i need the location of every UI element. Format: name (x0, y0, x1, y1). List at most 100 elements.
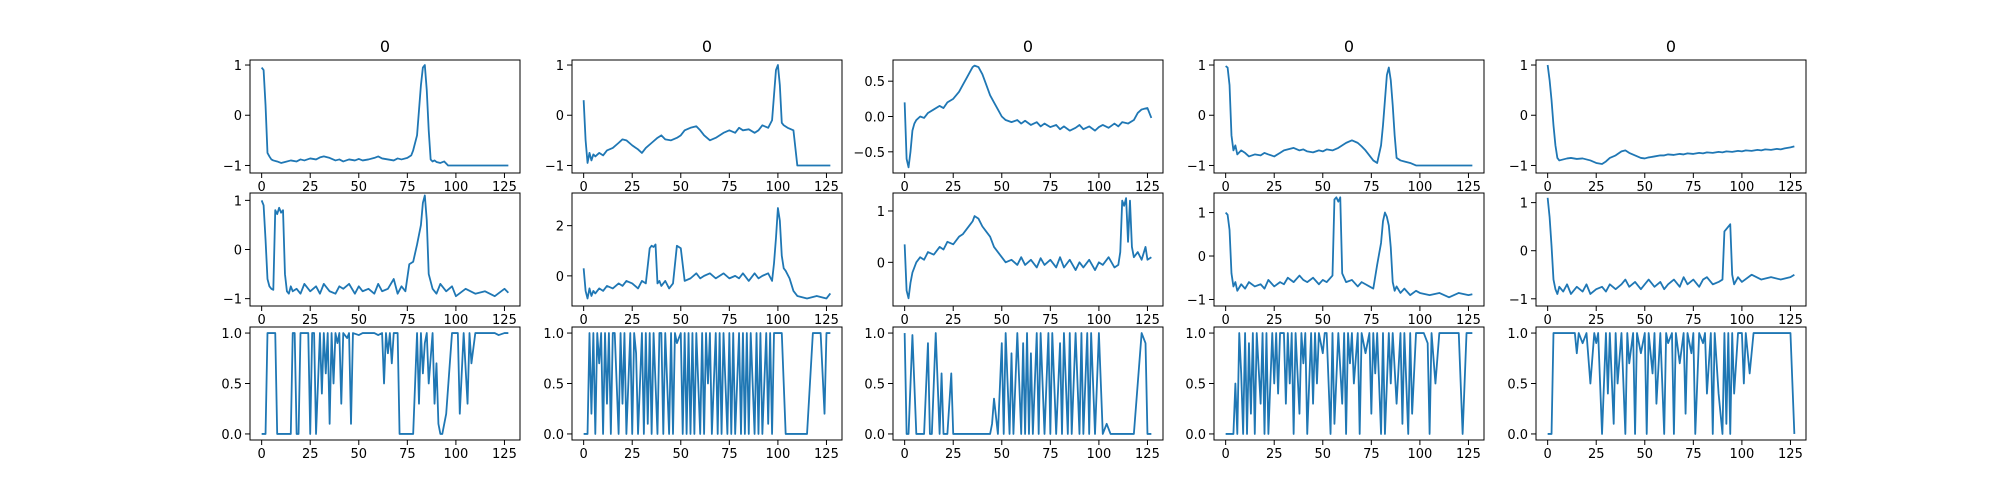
series-line (582, 207, 832, 300)
y-tick-label: 0 (877, 256, 885, 271)
x-tick-label: 125 (492, 180, 517, 195)
y-tick-label: 0.5 (543, 378, 564, 393)
x-tick-label: 100 (1086, 313, 1111, 328)
series-line (1546, 197, 1795, 295)
subplot-r2-c0: 0 25 50 75 100 125 0.0 0.5 1.0 (221, 326, 521, 462)
y-tick-label: 1 (877, 205, 885, 220)
x-tick-label: 0 (258, 447, 266, 462)
y-tick-label: 0 (1520, 245, 1528, 260)
y-tick-label: 0 (556, 270, 564, 285)
axes-frame (1535, 192, 1807, 307)
x-tick-label: 25 (1588, 180, 1605, 195)
x-tick-label: 50 (351, 180, 368, 195)
x-tick-label: 25 (1266, 447, 1283, 462)
x-tick-label: 75 (1042, 180, 1059, 195)
subplot-r2-c1: 0 25 50 75 100 125 0.0 0.5 1.0 (543, 326, 843, 462)
y-tick-label: 0.0 (864, 428, 885, 443)
x-tick-label: 50 (351, 447, 368, 462)
x-tick-label: 25 (945, 313, 962, 328)
subplot-title: 0 (702, 37, 712, 56)
series-line (260, 194, 509, 298)
subplot-r2-c4: 0 25 50 75 100 125 0.0 0.5 1.0 (1507, 326, 1807, 462)
y-tick-label: −1 (1187, 293, 1206, 308)
series-line (582, 64, 831, 167)
x-tick-label: 50 (994, 180, 1011, 195)
series-line (260, 64, 509, 167)
y-tick-label: 0.5 (221, 378, 242, 393)
subplot-r1-c2: 0 25 50 75 100 125 0 1 (877, 192, 1164, 328)
subplot-r2-c3: 0 25 50 75 100 125 0.0 0.5 1.0 (1185, 326, 1485, 462)
subplot-r0-c4: 0 0 25 50 75 100 125 −1 0 1 (1509, 37, 1807, 195)
x-tick-label: 125 (1778, 180, 1803, 195)
series-line (1224, 196, 1473, 299)
x-tick-label: 50 (1637, 447, 1654, 462)
series-line (1546, 64, 1795, 165)
y-tick-label: 0.5 (864, 378, 885, 393)
x-tick-label: 25 (945, 180, 962, 195)
subplot-r0-c1: 0 0 25 50 75 100 125 −1 0 1 (545, 37, 843, 195)
subplot-r1-c0: 0 25 50 75 100 125 −1 0 1 (223, 192, 521, 328)
x-tick-label: 0 (258, 313, 266, 328)
x-tick-label: 50 (994, 313, 1011, 328)
y-tick-label: 0 (556, 109, 564, 124)
x-tick-label: 75 (721, 313, 738, 328)
y-tick-label: 0 (234, 109, 242, 124)
x-tick-label: 0 (580, 180, 588, 195)
y-tick-label: 1 (1520, 59, 1528, 74)
axes-frame (1213, 59, 1485, 174)
x-tick-label: 75 (1363, 447, 1380, 462)
x-tick-label: 50 (673, 180, 690, 195)
x-tick-label: 125 (1135, 313, 1160, 328)
y-tick-label: 1 (234, 59, 242, 74)
series-line (1225, 65, 1473, 167)
subplot-r0-c3: 0 0 25 50 75 100 125 −1 0 1 (1187, 37, 1485, 195)
x-tick-label: 100 (443, 180, 468, 195)
series-line (261, 332, 509, 435)
x-tick-label: 25 (302, 313, 319, 328)
y-tick-label: 0 (1520, 109, 1528, 124)
x-tick-label: 100 (1729, 313, 1754, 328)
x-tick-label: 125 (814, 180, 839, 195)
x-tick-label: 125 (492, 447, 517, 462)
y-tick-label: 2 (556, 220, 564, 235)
subplot-r2-c2: 0 25 50 75 100 125 0.0 0.5 1.0 (864, 326, 1164, 462)
y-tick-label: 1.0 (543, 327, 564, 342)
x-tick-label: 75 (1685, 180, 1702, 195)
x-tick-label: 100 (1729, 447, 1754, 462)
x-tick-label: 50 (1637, 313, 1654, 328)
y-tick-label: 0.0 (1185, 428, 1206, 443)
x-tick-label: 75 (1685, 313, 1702, 328)
y-tick-label: −1 (1187, 159, 1206, 174)
x-tick-label: 25 (1266, 313, 1283, 328)
y-tick-label: 0.0 (864, 111, 885, 126)
y-tick-label: 1 (1198, 59, 1206, 74)
subplot-r0-c0: 0 0 25 50 75 100 125 −1 0 1 (223, 37, 521, 195)
subplot-title: 0 (1344, 37, 1354, 56)
x-tick-label: 25 (1588, 447, 1605, 462)
x-tick-label: 125 (814, 447, 839, 462)
x-tick-label: 75 (721, 180, 738, 195)
y-tick-label: 1 (1198, 207, 1206, 222)
x-tick-label: 25 (624, 447, 641, 462)
x-tick-label: 75 (1363, 313, 1380, 328)
axes-frame (249, 59, 521, 174)
axes-frame (249, 192, 521, 307)
y-tick-label: −0.5 (853, 146, 885, 161)
x-tick-label: 125 (1456, 447, 1481, 462)
series-line (903, 197, 1152, 300)
y-tick-label: 1.0 (1185, 327, 1206, 342)
x-tick-label: 75 (1363, 180, 1380, 195)
y-tick-label: 1.0 (1507, 327, 1528, 342)
y-tick-label: 0.5 (864, 75, 885, 90)
y-tick-label: −1 (1509, 159, 1528, 174)
x-tick-label: 125 (814, 313, 839, 328)
y-tick-label: 1 (556, 59, 564, 74)
x-tick-label: 50 (994, 447, 1011, 462)
x-tick-label: 125 (492, 313, 517, 328)
x-tick-label: 100 (765, 180, 790, 195)
axes-frame (571, 59, 843, 174)
x-tick-label: 75 (1042, 313, 1059, 328)
series-line (1547, 332, 1796, 435)
x-tick-label: 50 (673, 313, 690, 328)
